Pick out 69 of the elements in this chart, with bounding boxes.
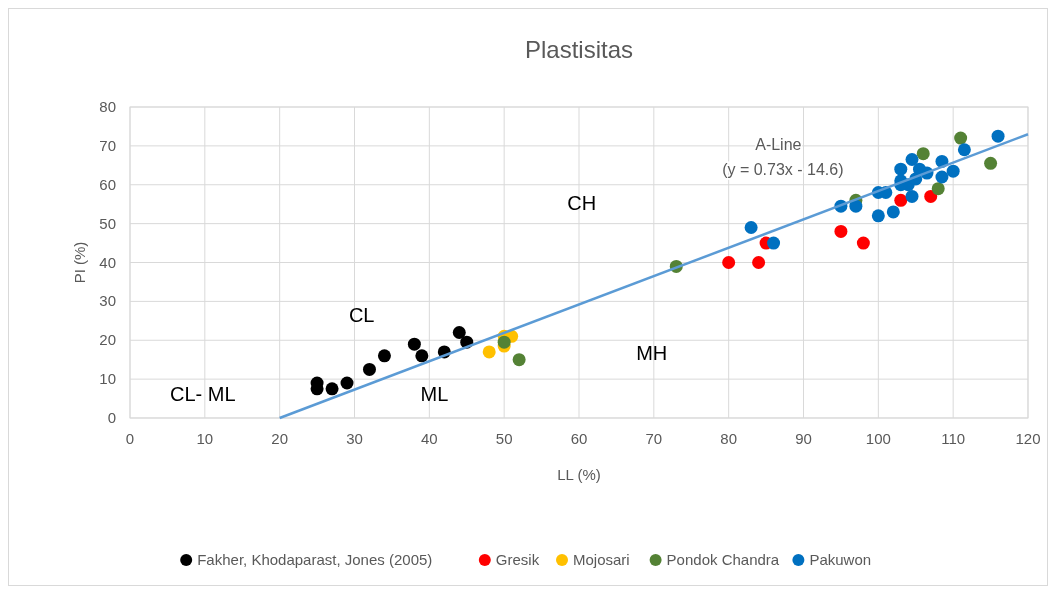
point <box>744 221 758 235</box>
point <box>886 205 900 219</box>
point <box>984 156 998 170</box>
point <box>340 376 354 390</box>
x-tick-label: 40 <box>420 430 438 447</box>
point <box>924 189 938 203</box>
point <box>856 236 870 250</box>
point <box>954 131 968 145</box>
point <box>849 199 863 213</box>
x-tick-label: 20 <box>271 430 289 447</box>
legend-label: Pondok Chandra <box>666 551 780 568</box>
point <box>752 256 766 269</box>
y-tick-label: 0 <box>107 409 116 426</box>
annotation: CH <box>567 192 597 215</box>
annotation: CL- ML <box>169 383 236 406</box>
y-tick-label: 60 <box>99 175 116 193</box>
legend-label: Mojosari <box>573 551 630 568</box>
point <box>905 189 919 203</box>
x-tick-label: 60 <box>570 430 588 447</box>
point <box>834 224 848 238</box>
y-tick-label: 10 <box>99 370 116 388</box>
chart-title: Plastisitas <box>524 36 634 63</box>
legend-label: Gresik <box>495 551 540 568</box>
point <box>325 382 339 396</box>
x-tick-label: 50 <box>495 430 513 447</box>
point <box>931 182 945 196</box>
x-tick-label: 0 <box>125 430 135 447</box>
point <box>482 345 496 359</box>
x-tick-label: 120 <box>1015 430 1041 447</box>
legend-label: Fakher, Khodaparast, Jones (2005) <box>197 551 433 568</box>
x-tick-label: 30 <box>346 430 363 447</box>
point <box>991 129 1005 143</box>
annotation: (y = 0.73x - 14.6) <box>722 161 844 179</box>
x-tick-label: 80 <box>720 430 738 447</box>
point <box>377 349 391 363</box>
point <box>452 325 466 339</box>
y-tick-label: 70 <box>99 136 116 154</box>
x-tick-label: 70 <box>645 430 663 447</box>
x-tick-label: 90 <box>795 430 812 447</box>
annotation: CL <box>348 304 375 327</box>
x-tick-label: 10 <box>196 430 214 447</box>
point <box>722 256 736 269</box>
annotation: A-Line <box>755 136 802 154</box>
y-tick-label: 40 <box>99 253 116 271</box>
x-tick-label: 110 <box>941 430 966 447</box>
point <box>894 193 908 207</box>
point <box>946 164 960 178</box>
x-axis-title: LL (%) <box>557 466 601 483</box>
y-tick-label: 80 <box>99 98 116 115</box>
point <box>407 337 421 351</box>
point <box>362 362 376 376</box>
point <box>957 143 971 157</box>
point <box>871 209 885 223</box>
point <box>512 353 526 367</box>
annotation: ML <box>420 383 449 406</box>
point <box>905 152 919 166</box>
point <box>935 170 949 184</box>
y-tick-label: 20 <box>99 331 116 349</box>
point <box>497 335 511 349</box>
point <box>767 236 781 250</box>
annotation: MH <box>636 342 668 365</box>
point <box>894 162 908 176</box>
point <box>415 349 429 363</box>
y-axis-title: PI (%) <box>71 241 88 284</box>
legend-label: Pakuwon <box>809 551 872 568</box>
y-tick-label: 30 <box>99 292 116 310</box>
x-tick-label: 100 <box>865 430 891 447</box>
point <box>916 147 930 161</box>
y-tick-label: 50 <box>99 214 116 232</box>
